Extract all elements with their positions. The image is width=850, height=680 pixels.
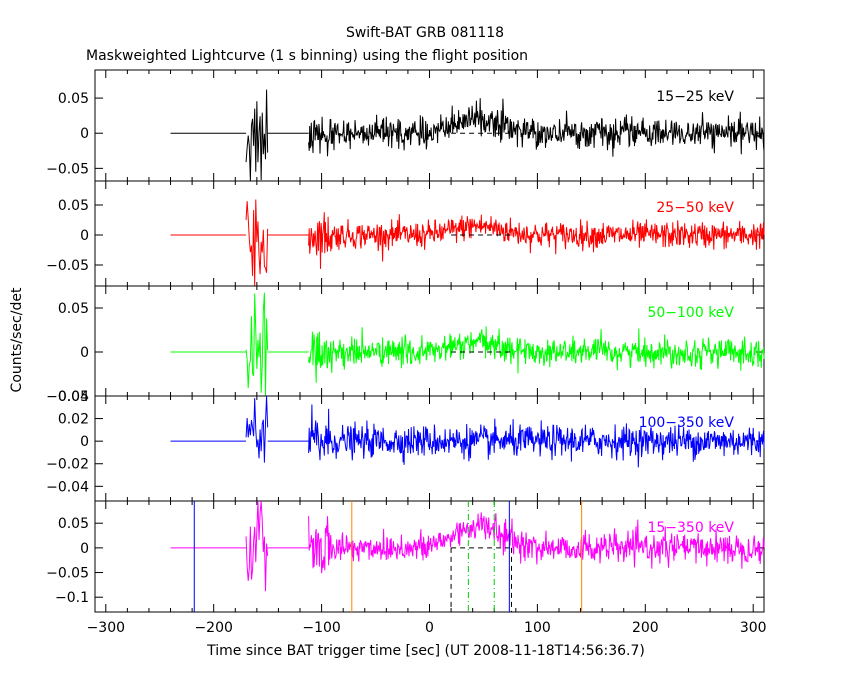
y-tick-label: −0.02 — [46, 457, 89, 473]
panel-15-25-kev: −0.05 0 0.05 15−25 keV — [46, 69, 765, 182]
y-tick-label: 0.02 — [58, 412, 89, 428]
precursor-series — [245, 395, 269, 463]
panel-label: 15−350 keV — [647, 520, 734, 536]
y-tick-label: −0.04 — [46, 479, 89, 495]
precursor-series — [245, 199, 269, 287]
y-tick-label: 0.05 — [58, 198, 89, 214]
x-axis: −300 −200 −100 0 100 200 300 — [87, 620, 767, 636]
lightcurve-series — [308, 404, 765, 468]
y-tick-label: 0.04 — [58, 389, 89, 405]
x-tick-label: 300 — [740, 620, 767, 636]
chart-title: Swift-BAT GRB 081118 — [346, 25, 504, 41]
panel-50-100-kev: −0.05 0 0.05 50−100 keV — [46, 285, 765, 405]
y-tick-label: −0.05 — [46, 389, 89, 405]
x-tick-label: 100 — [524, 620, 551, 636]
panel-25-50-kev: −0.05 0 0.05 25−50 keV — [46, 180, 765, 287]
chart-subtitle: Maskweighted Lightcurve (1 s binning) us… — [86, 48, 528, 64]
lightcurve-series — [308, 212, 765, 269]
panel-frame — [94, 69, 765, 182]
lightcurve-series — [308, 326, 765, 383]
panel-15-350-kev: −0.1 −0.05 0 0.05 15−350 keV — [46, 500, 765, 613]
precursor-series — [245, 292, 269, 396]
panel-label: 100−350 keV — [639, 415, 735, 431]
y-tick-label: 0.05 — [58, 301, 89, 317]
x-tick-label: −100 — [302, 620, 340, 636]
panel-100-350-kev: −0.04 −0.02 0 0.02 0.04 100−350 keV — [46, 389, 765, 502]
lightcurve-series — [308, 512, 765, 574]
y-tick-label: 0 — [80, 541, 89, 557]
x-tick-label: 0 — [425, 620, 434, 636]
panel-label: 15−25 keV — [656, 89, 734, 105]
x-tick-label: −200 — [194, 620, 232, 636]
y-tick-label: 0 — [80, 228, 89, 244]
x-tick-label: 200 — [632, 620, 659, 636]
y-tick-label: 0.05 — [58, 91, 89, 107]
y-tick-label: −0.1 — [55, 590, 89, 606]
panel-frame — [94, 500, 765, 613]
precursor-series — [245, 89, 269, 182]
y-tick-label: 0 — [80, 434, 89, 450]
y-tick-label: −0.05 — [46, 161, 89, 177]
y-tick-label: −0.05 — [46, 258, 89, 274]
y-tick-label: 0.05 — [58, 516, 89, 532]
y-tick-label: 0 — [80, 126, 89, 142]
y-tick-label: 0 — [80, 345, 89, 361]
panel-label: 25−50 keV — [656, 200, 734, 216]
lightcurve-series — [308, 98, 765, 157]
panel-label: 50−100 keV — [647, 305, 734, 321]
x-axis-label: Time since BAT trigger time [sec] (UT 20… — [206, 643, 645, 659]
y-tick-label: −0.05 — [46, 566, 89, 582]
x-tick-label: −300 — [87, 620, 125, 636]
precursor-series — [245, 500, 269, 592]
y-axis-label: Counts/sec/det — [9, 287, 25, 392]
panel-frame — [94, 285, 765, 397]
